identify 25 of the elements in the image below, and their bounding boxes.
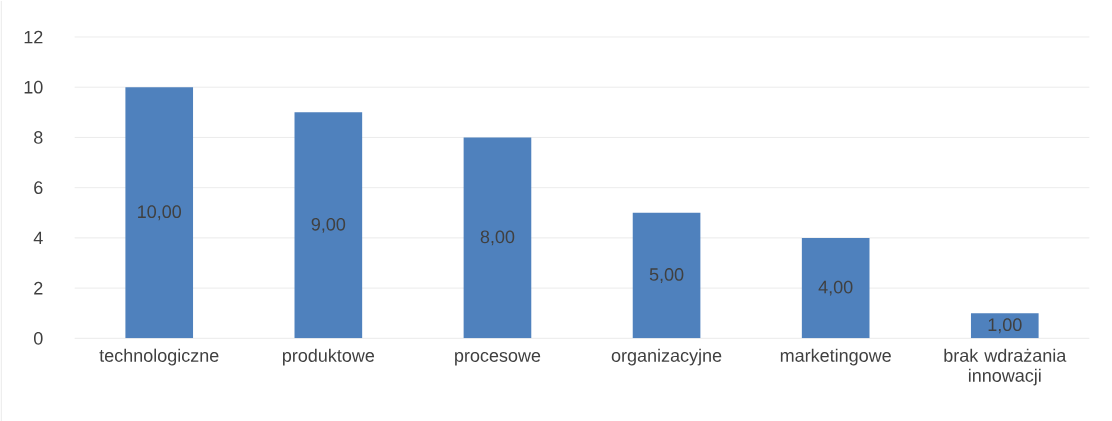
data-label: 10,00: [138, 205, 182, 221]
bar: [463, 137, 532, 339]
y-tick-label: 12: [24, 30, 43, 44]
x-tick-label: marketingowe: [780, 348, 891, 366]
x-tick-label: procesowe: [455, 352, 541, 366]
data-label: 5,00: [649, 268, 684, 283]
bar: [125, 87, 194, 339]
y-tick-label: 2: [34, 281, 43, 295]
y-tick-label: 0: [33, 331, 43, 345]
x-tick-label: produktowe: [282, 348, 375, 366]
y-tick-label: 8: [34, 131, 43, 144]
x-tick-label: technologiczne: [99, 348, 219, 366]
y-tick-label: 4: [33, 231, 43, 245]
data-label: 9,00: [311, 217, 346, 233]
x-tick-label: organizacyjne: [611, 348, 722, 366]
bar: [632, 212, 701, 339]
bar: [970, 313, 1039, 339]
y-tick-label: 6: [34, 181, 43, 195]
data-label: 4,00: [818, 280, 853, 296]
bar: [294, 112, 363, 339]
bar: [801, 237, 870, 339]
data-label: 1,00: [988, 318, 1022, 334]
data-label: 8,00: [480, 230, 515, 246]
x-tick-label: brak wdrażania innowacji: [944, 348, 1067, 386]
y-tick-label: 10: [24, 80, 43, 94]
